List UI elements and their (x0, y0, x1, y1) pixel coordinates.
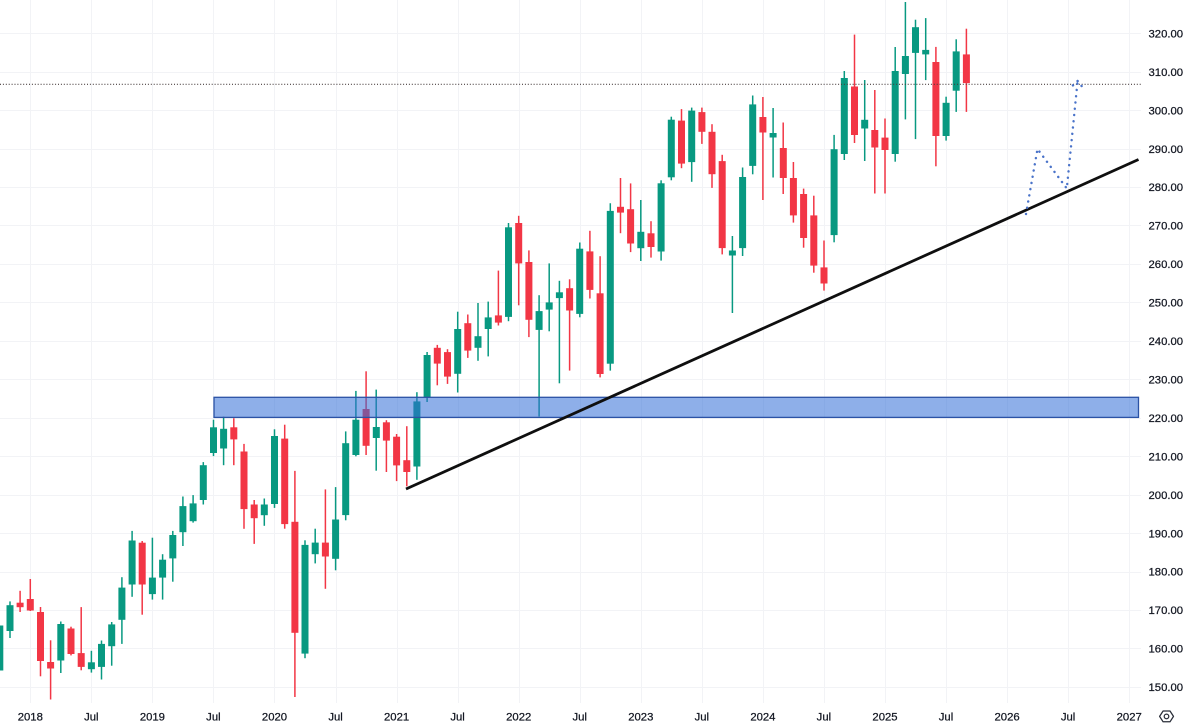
svg-text:Jul: Jul (572, 712, 586, 724)
svg-text:2025: 2025 (872, 712, 897, 724)
svg-text:220.00: 220.00 (1149, 413, 1184, 425)
svg-text:240.00: 240.00 (1149, 336, 1184, 348)
svg-text:210.00: 210.00 (1149, 451, 1184, 463)
svg-text:Jul: Jul (817, 712, 831, 724)
svg-text:Jul: Jul (695, 712, 709, 724)
svg-text:230.00: 230.00 (1149, 374, 1184, 386)
svg-text:2024: 2024 (750, 712, 775, 724)
svg-text:200.00: 200.00 (1149, 490, 1184, 502)
svg-text:Jul: Jul (84, 712, 98, 724)
svg-text:270.00: 270.00 (1149, 221, 1184, 233)
svg-text:Jul: Jul (206, 712, 220, 724)
svg-text:2019: 2019 (140, 712, 165, 724)
svg-text:2020: 2020 (262, 712, 287, 724)
svg-text:250.00: 250.00 (1149, 298, 1184, 310)
svg-text:320.00: 320.00 (1149, 28, 1184, 40)
svg-text:2027: 2027 (1117, 712, 1142, 724)
svg-text:Jul: Jul (450, 712, 464, 724)
svg-text:260.00: 260.00 (1149, 259, 1184, 271)
svg-text:190.00: 190.00 (1149, 528, 1184, 540)
svg-text:2026: 2026 (995, 712, 1020, 724)
svg-text:280.00: 280.00 (1149, 182, 1184, 194)
svg-text:Jul: Jul (328, 712, 342, 724)
svg-text:2022: 2022 (506, 712, 531, 724)
svg-text:300.00: 300.00 (1149, 105, 1184, 117)
svg-text:160.00: 160.00 (1149, 644, 1184, 656)
svg-text:Jul: Jul (939, 712, 953, 724)
svg-text:170.00: 170.00 (1149, 605, 1184, 617)
svg-text:2021: 2021 (384, 712, 409, 724)
svg-text:2018: 2018 (18, 712, 43, 724)
svg-text:180.00: 180.00 (1149, 567, 1184, 579)
svg-text:2023: 2023 (628, 712, 653, 724)
svg-text:310.00: 310.00 (1149, 67, 1184, 79)
svg-text:290.00: 290.00 (1149, 144, 1184, 156)
svg-text:150.00: 150.00 (1149, 682, 1184, 694)
svg-text:Jul: Jul (1061, 712, 1075, 724)
